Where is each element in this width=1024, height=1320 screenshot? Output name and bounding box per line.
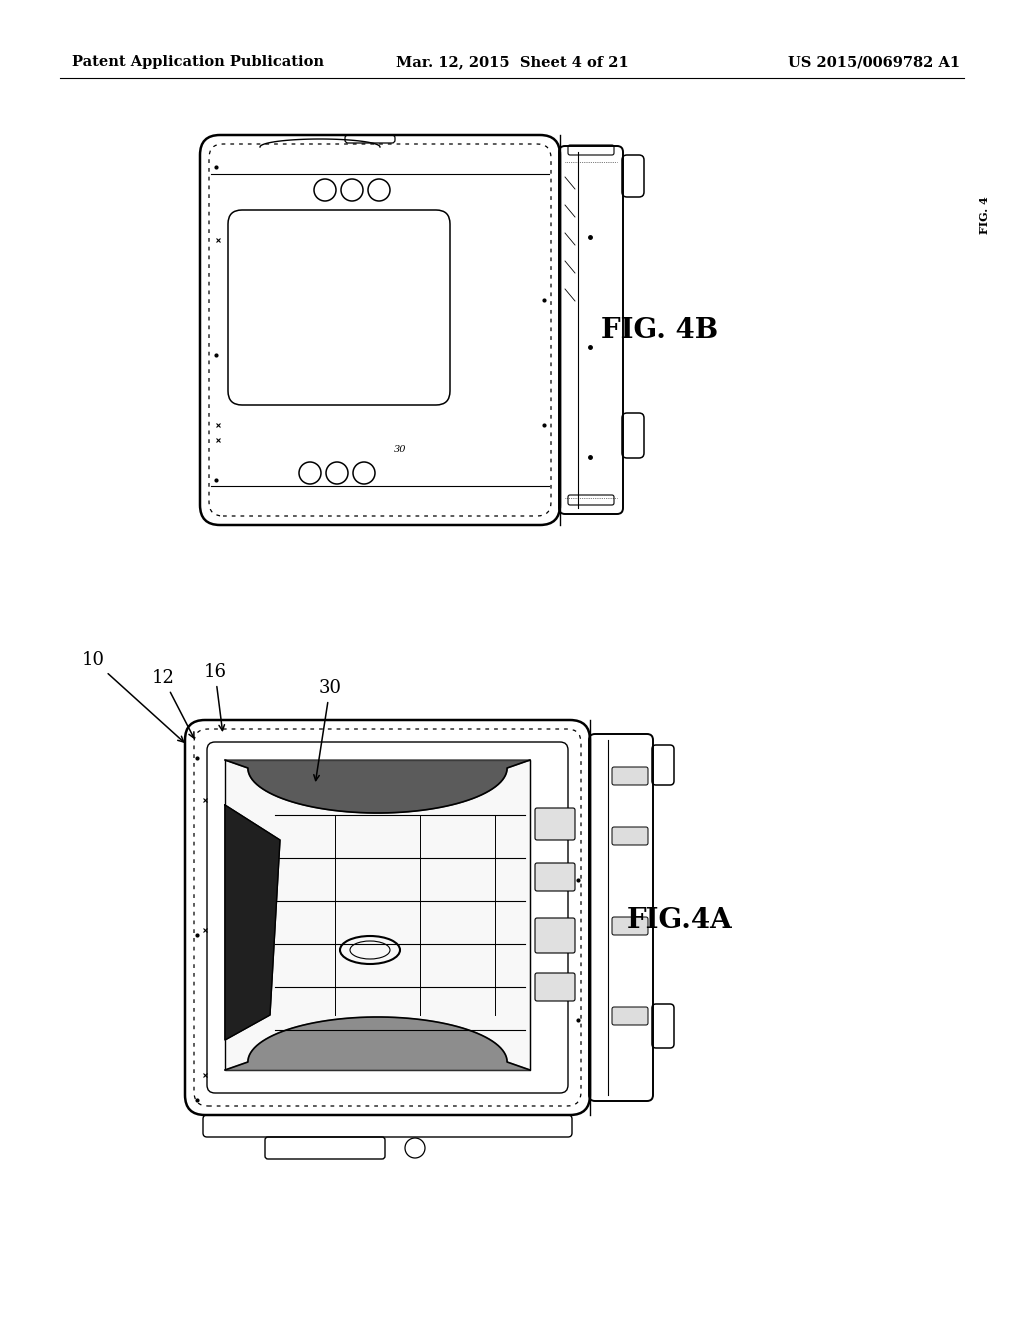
FancyBboxPatch shape [612, 828, 648, 845]
Text: 12: 12 [152, 669, 194, 738]
Polygon shape [225, 760, 530, 813]
FancyBboxPatch shape [535, 973, 575, 1001]
Polygon shape [225, 1016, 530, 1071]
Text: 10: 10 [82, 651, 183, 742]
Text: FIG. 4B: FIG. 4B [601, 317, 719, 343]
Text: Mar. 12, 2015  Sheet 4 of 21: Mar. 12, 2015 Sheet 4 of 21 [395, 55, 629, 69]
Text: 16: 16 [204, 663, 226, 730]
FancyBboxPatch shape [612, 1007, 648, 1026]
Text: Patent Application Publication: Patent Application Publication [72, 55, 324, 69]
Text: FIG.4A: FIG.4A [627, 907, 733, 933]
Text: FIG. 4: FIG. 4 [980, 197, 990, 234]
FancyBboxPatch shape [535, 863, 575, 891]
Text: 30: 30 [394, 446, 407, 454]
FancyBboxPatch shape [612, 917, 648, 935]
FancyBboxPatch shape [535, 917, 575, 953]
Text: 30: 30 [313, 678, 341, 780]
FancyBboxPatch shape [612, 767, 648, 785]
FancyBboxPatch shape [207, 742, 568, 1093]
Bar [225, 760, 530, 1071]
Text: US 2015/0069782 A1: US 2015/0069782 A1 [787, 55, 961, 69]
FancyBboxPatch shape [535, 808, 575, 840]
Polygon shape [225, 805, 280, 1040]
